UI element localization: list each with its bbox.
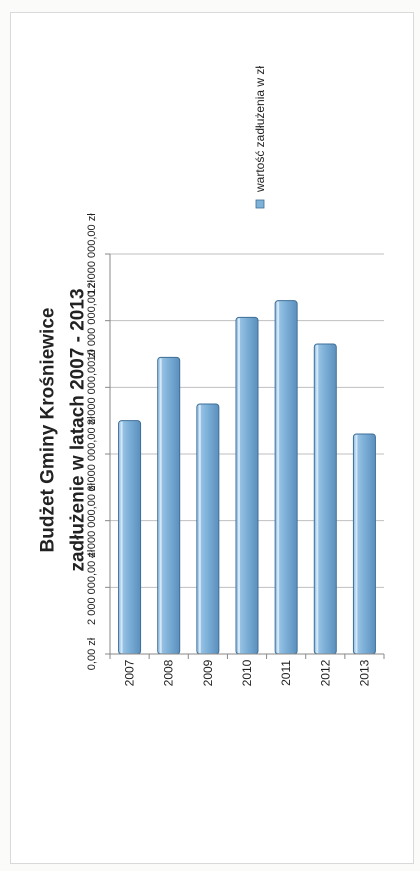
value-tick-label: 2 000 000,00 zł <box>86 549 98 625</box>
bar-highlight <box>238 318 240 653</box>
legend-label: wartość zadłużenia w zł <box>253 66 267 193</box>
bar-highlight <box>198 405 201 653</box>
chart-title-line: zadłużenie w latach 2007 - 2013 <box>68 288 89 571</box>
labels: 0,00 zł 2 000 000,00 zł4 000 000,00 zł6 0… <box>38 66 372 687</box>
bar-highlight <box>120 421 123 653</box>
chart-title-line: Budżet Gminy Krośniewice <box>38 308 59 553</box>
category-label: 2008 <box>162 659 176 686</box>
category-label: 2012 <box>318 659 332 686</box>
axes <box>105 253 385 659</box>
legend-swatch <box>255 199 265 209</box>
value-tick-label: 8 000 000,00 zł <box>86 349 98 425</box>
bar-highlight <box>355 435 358 653</box>
value-tick-label: 12 000 000,00 zł <box>86 213 98 295</box>
category-label: 2011 <box>279 660 293 686</box>
bar-highlight <box>159 358 162 653</box>
category-label: 2007 <box>123 659 137 686</box>
bar-highlight <box>277 301 280 653</box>
value-tick-label: 10 000 000,00 zł <box>86 279 98 361</box>
value-tick-label: 4 000 000,00 zł <box>86 483 98 559</box>
bar-highlight <box>316 345 319 653</box>
value-tick-label: 0,00 zł <box>86 637 98 670</box>
bars <box>118 300 376 655</box>
category-label: 2010 <box>240 659 254 686</box>
category-label: 2009 <box>201 659 215 686</box>
category-label: 2013 <box>357 659 371 686</box>
value-tick-label: 6 000 000,00 zł <box>86 416 98 492</box>
